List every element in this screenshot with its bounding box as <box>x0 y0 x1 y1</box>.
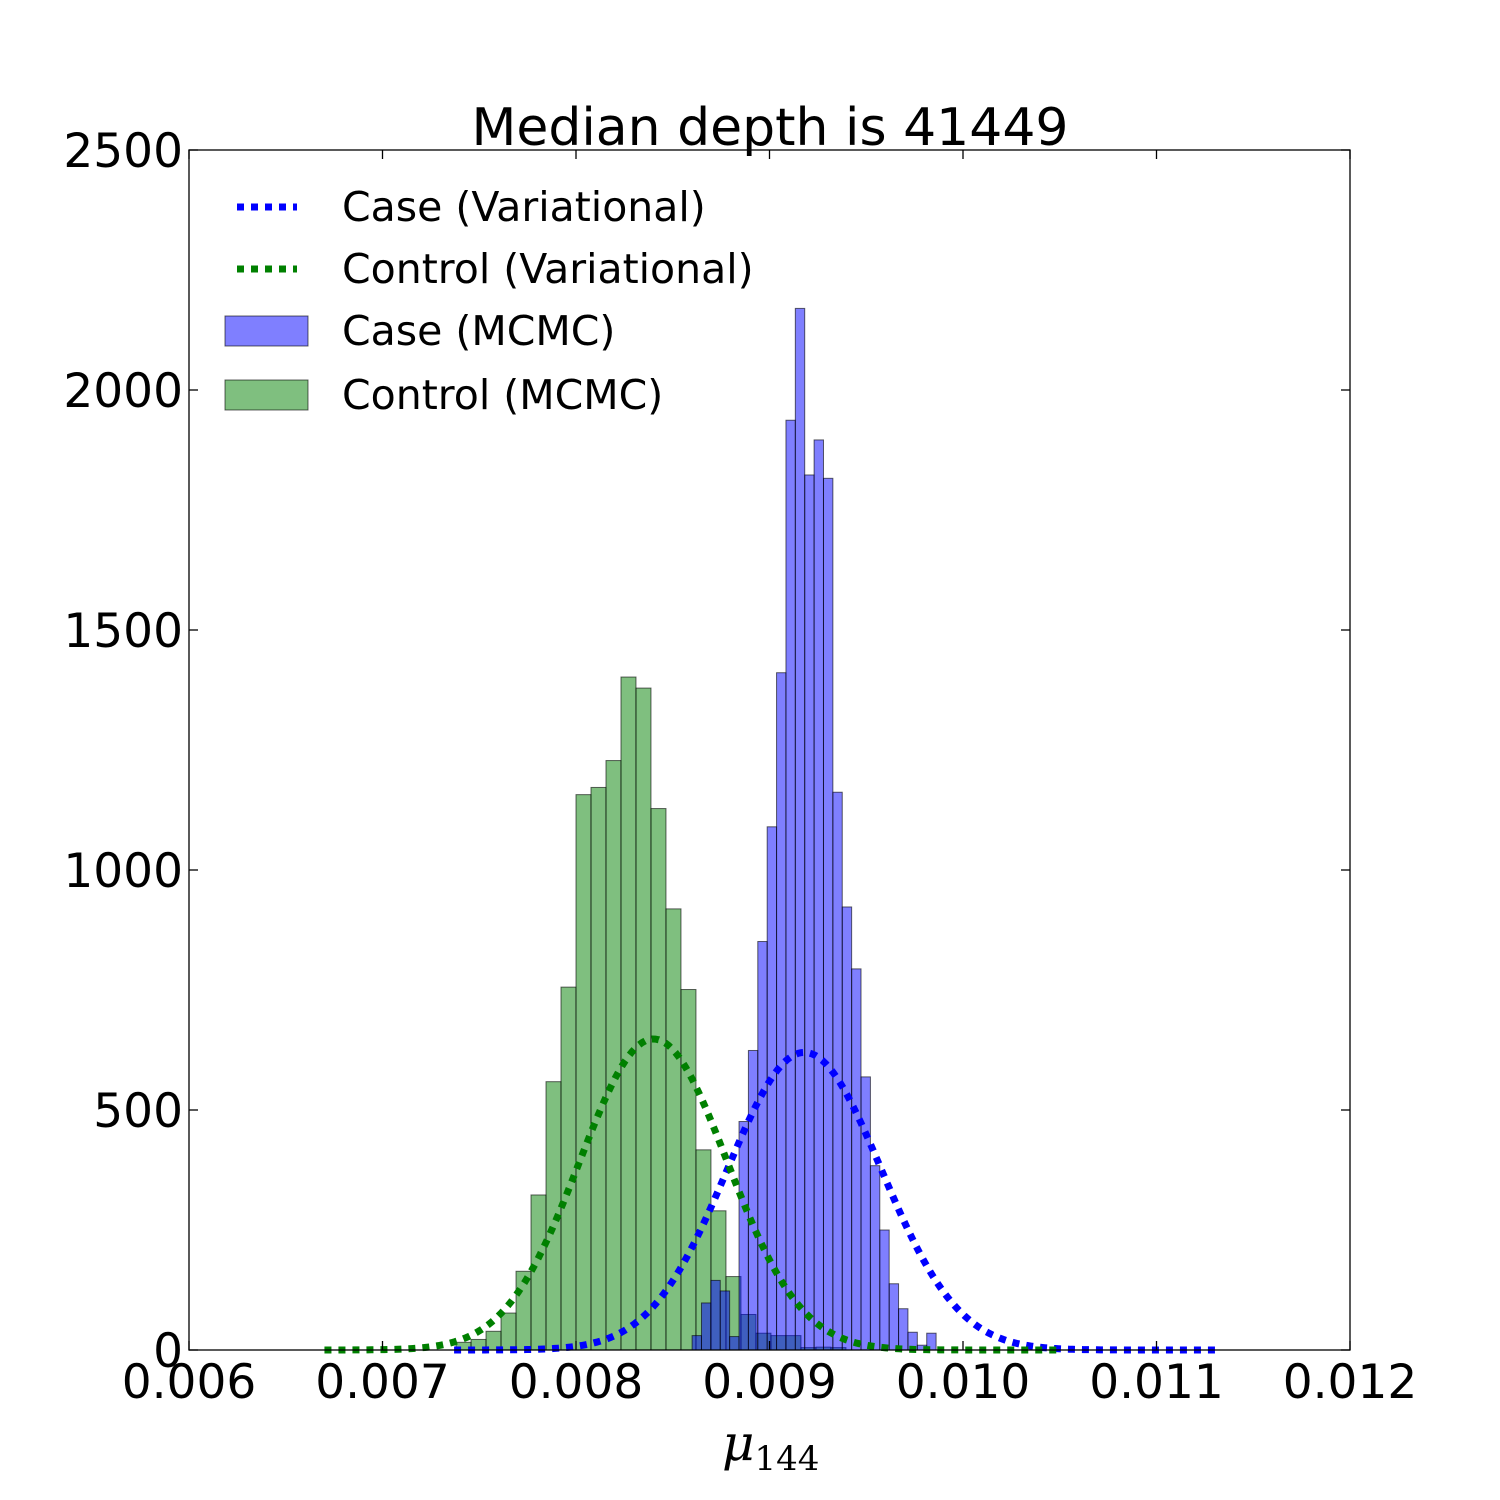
y-tick-label: 500 <box>93 1084 183 1139</box>
control-mcmc-bar <box>620 676 637 1351</box>
legend: Case (Variational) Control (Variational) C… <box>224 183 754 419</box>
case-mcmc-bar <box>879 1229 890 1351</box>
case-mcmc-bar <box>822 477 834 1351</box>
y-tick-label: 2000 <box>63 364 183 419</box>
y-tick-label: 2500 <box>63 124 183 179</box>
case-mcmc-bar <box>888 1283 900 1351</box>
case-mcmc-bar <box>729 1336 740 1351</box>
control-mcmc-bar <box>530 1194 547 1351</box>
control-mcmc-bar <box>515 1270 532 1351</box>
x-axis-label: μ144 <box>722 1414 819 1479</box>
control-mcmc-bar <box>650 808 667 1351</box>
legend-label: Case (MCMC) <box>342 307 615 355</box>
x-tick-label: 0.012 <box>1283 1355 1418 1410</box>
control-variational-line <box>324 1035 1060 1354</box>
x-tick-label: 0.011 <box>1089 1355 1224 1410</box>
case-mcmc-bar <box>757 941 768 1351</box>
case-mcmc-bar <box>804 474 815 1351</box>
case-mcmc-bar <box>785 419 796 1351</box>
axis-ticks: 0.006 0.007 0.008 0.009 0.010 0.011 0.012 0 500 1… <box>63 124 1417 1410</box>
legend-label: Control (MCMC) <box>342 371 663 419</box>
control-mcmc-bar <box>500 1312 517 1351</box>
case-mcmc-bar <box>710 1279 721 1351</box>
case-mcmc-bar <box>869 1165 881 1351</box>
case-mcmc-bar <box>747 1049 759 1351</box>
case-mcmc-bar <box>691 1335 702 1351</box>
y-tick-label: 0 <box>153 1324 183 1379</box>
x-tick-label: 0.008 <box>509 1355 644 1410</box>
case-variational-line <box>454 1048 1219 1354</box>
control-mcmc-bar <box>575 794 592 1351</box>
control-mcmc-bar <box>590 786 607 1351</box>
variational-curves <box>324 1035 1219 1354</box>
case-mcmc-bar <box>841 906 853 1351</box>
x-axis-label-subscript: 144 <box>755 1439 820 1479</box>
case-mcmc-bar <box>794 307 806 1351</box>
legend-label: Control (Variational) <box>342 245 754 293</box>
chart-title: Median depth is 41449 <box>471 98 1068 158</box>
x-tick-label: 0.009 <box>702 1355 837 1410</box>
case-mcmc-bar <box>776 672 787 1351</box>
legend-bar-swatch <box>224 379 309 411</box>
x-axis-label-symbol: μ <box>722 1414 755 1472</box>
case-mcmc-bar <box>719 1290 731 1351</box>
histogram-bars <box>455 307 937 1351</box>
legend-label: Case (Variational) <box>342 183 706 231</box>
y-tick-label: 1000 <box>63 844 183 899</box>
x-tick-label: 0.006 <box>122 1355 257 1410</box>
case-mcmc-bar <box>898 1308 909 1351</box>
case-mcmc-bar <box>738 1121 749 1351</box>
y-tick-label: 1500 <box>63 604 183 659</box>
control-mcmc-bar <box>605 760 622 1351</box>
control-mcmc-bar <box>560 986 577 1351</box>
x-tick-label: 0.010 <box>896 1355 1031 1410</box>
case-mcmc-bar <box>851 968 862 1351</box>
legend-bar-swatch <box>224 315 309 347</box>
case-mcmc-bar <box>813 439 824 1351</box>
case-mcmc-bar <box>700 1302 712 1351</box>
control-mcmc-bar <box>680 989 697 1351</box>
control-mcmc-bar <box>635 687 652 1351</box>
x-tick-label: 0.007 <box>315 1355 450 1410</box>
